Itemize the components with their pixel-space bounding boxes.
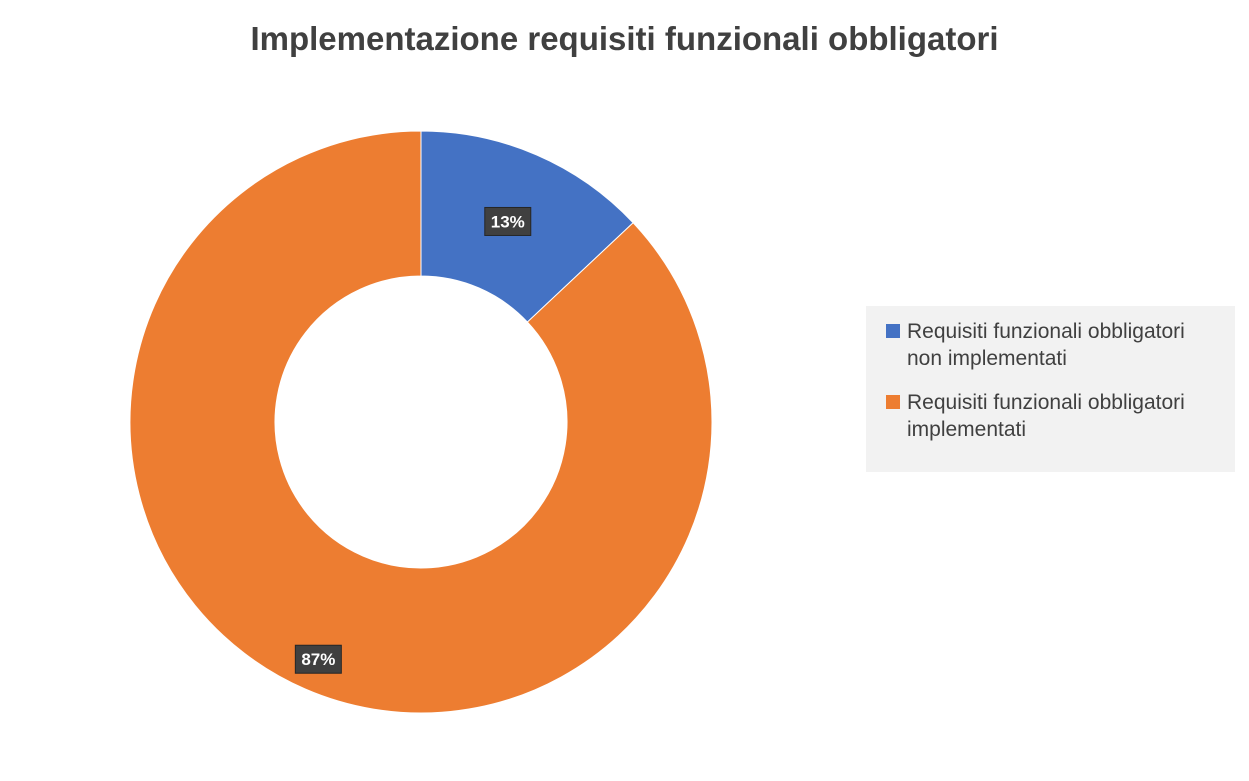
data-label-2: 87% — [294, 644, 342, 674]
legend-label-1: Requisiti funzionali obbligatori non impl… — [907, 319, 1185, 372]
data-label-text-1: 13% — [491, 212, 525, 231]
legend-swatch-1 — [886, 324, 900, 338]
legend-label-2: Requisiti funzionali obbligatori implemen… — [907, 390, 1185, 443]
data-labels: 13% 87% — [294, 206, 532, 674]
donut-slice-2 — [129, 130, 713, 714]
legend: Requisiti funzionali obbligatori non impl… — [866, 306, 1235, 472]
legend-label-line: Requisiti funzionali obbligatori — [907, 320, 1185, 343]
data-label-1: 13% — [484, 206, 532, 236]
legend-swatch-2 — [886, 395, 900, 410]
legend-label-line: Requisiti funzionali obbligatori — [907, 391, 1185, 415]
data-label-text-2: 87% — [301, 650, 335, 669]
chart-title: Implementazione requisiti funzionali obb… — [250, 20, 999, 57]
legend-label-line: non implementati — [907, 346, 1067, 370]
legend-label-line: implementati — [907, 417, 1027, 441]
legend-item-2: Requisiti funzionali obbligatori implemen… — [886, 390, 1235, 443]
legend-item-1: Requisiti funzionali obbligatori non impl… — [886, 319, 1235, 372]
donut-slices — [129, 130, 713, 714]
